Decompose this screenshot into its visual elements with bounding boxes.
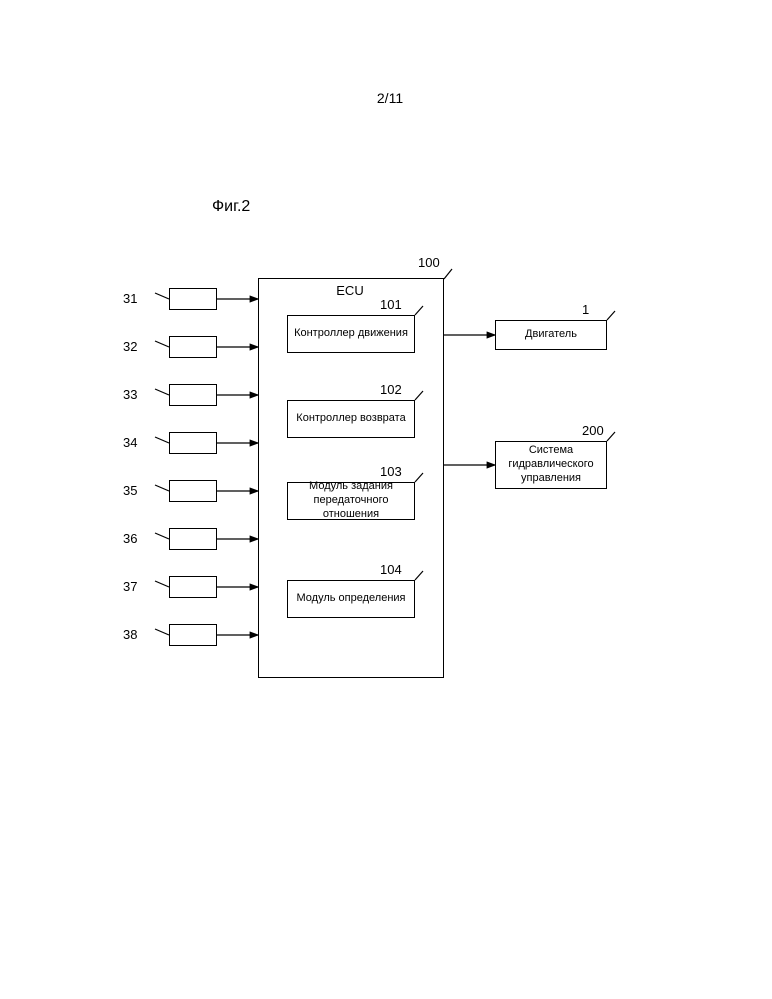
ecu-inner-ref-label: 103 xyxy=(380,464,402,479)
input-block xyxy=(169,384,217,406)
ecu-inner-block: Модуль определения xyxy=(287,580,415,618)
input-block xyxy=(169,432,217,454)
output-block: Система гидравлического управления xyxy=(495,441,607,489)
ecu-inner-ref-label: 101 xyxy=(380,297,402,312)
input-block xyxy=(169,528,217,550)
input-ref-label: 38 xyxy=(123,627,137,642)
ecu-ref-label: 100 xyxy=(418,255,440,270)
input-ref-label: 37 xyxy=(123,579,137,594)
input-ref-label: 36 xyxy=(123,531,137,546)
input-ref-label: 31 xyxy=(123,291,137,306)
output-block: Двигатель xyxy=(495,320,607,350)
input-ref-label: 35 xyxy=(123,483,137,498)
input-block xyxy=(169,336,217,358)
input-block xyxy=(169,480,217,502)
input-ref-label: 33 xyxy=(123,387,137,402)
ecu-inner-ref-label: 104 xyxy=(380,562,402,577)
input-ref-label: 34 xyxy=(123,435,137,450)
output-ref-label: 1 xyxy=(582,302,589,317)
figure-title: Фиг.2 xyxy=(212,198,250,216)
output-ref-label: 200 xyxy=(582,423,604,438)
input-block xyxy=(169,624,217,646)
input-block xyxy=(169,288,217,310)
ecu-inner-block: Контроллер возврата xyxy=(287,400,415,438)
input-ref-label: 32 xyxy=(123,339,137,354)
ecu-inner-ref-label: 102 xyxy=(380,382,402,397)
ecu-label: ECU xyxy=(310,283,390,298)
ecu-inner-block: Контроллер движения xyxy=(287,315,415,353)
page-number: 2/11 xyxy=(370,90,410,106)
diagram-canvas: 2/11 Фиг.2 ECU 100 Контроллер движения 10… xyxy=(0,0,772,999)
input-block xyxy=(169,576,217,598)
ecu-inner-block: Модуль задания передаточного отношения xyxy=(287,482,415,520)
